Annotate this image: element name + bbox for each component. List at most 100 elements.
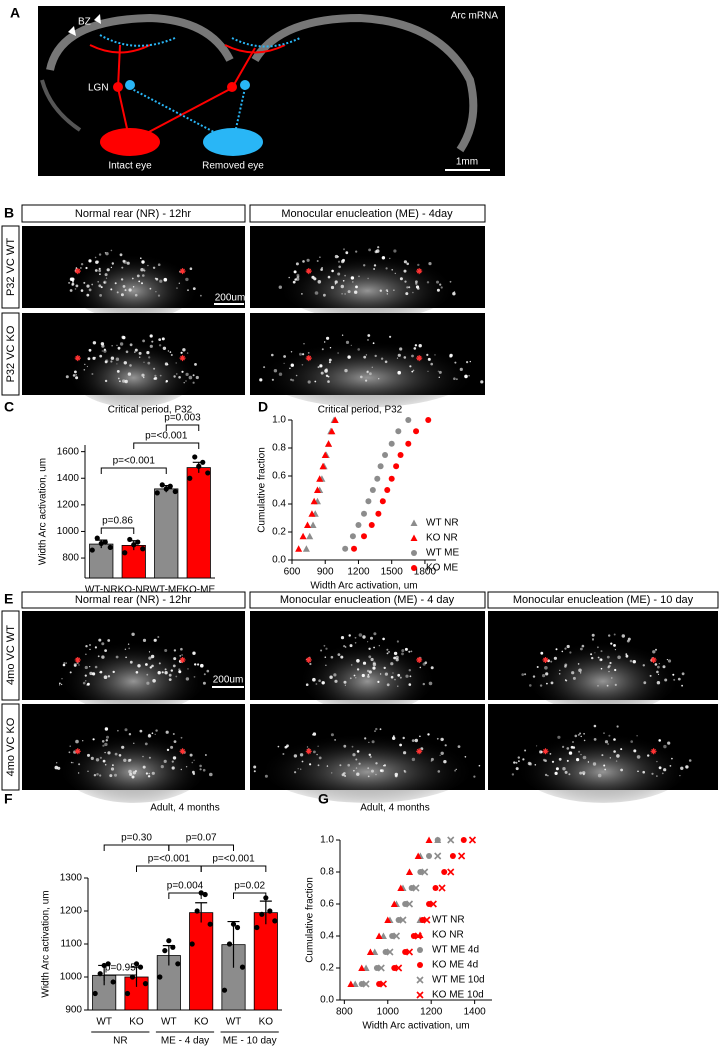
label: Intact eye (108, 161, 152, 172)
projection (224, 44, 286, 54)
cell (555, 648, 558, 651)
cell (309, 763, 312, 766)
cell (373, 268, 375, 270)
cell (393, 656, 396, 660)
cell (302, 260, 305, 263)
cell (194, 663, 197, 666)
cell (580, 735, 582, 738)
cell (116, 370, 120, 373)
cell (164, 671, 168, 675)
y-tick-label: 0.0 (272, 555, 286, 566)
cell (592, 638, 594, 641)
significance-bracket (200, 865, 267, 872)
cell (90, 756, 94, 761)
cell (203, 673, 206, 676)
cell (185, 372, 189, 376)
cell (317, 366, 320, 369)
cell (371, 366, 373, 368)
cell (293, 270, 297, 274)
cell (430, 362, 434, 366)
legend-label: KO ME (426, 563, 459, 574)
cell (302, 353, 305, 356)
data-point (159, 482, 165, 488)
cell (69, 745, 71, 747)
cell (98, 284, 102, 288)
cell (141, 260, 145, 264)
data-point (306, 532, 314, 540)
cell (352, 281, 354, 283)
cell (544, 759, 547, 762)
data-point (92, 990, 98, 997)
cell (517, 756, 520, 759)
signal (278, 246, 457, 321)
row-label: P32 VC WT (5, 238, 17, 296)
cell (101, 655, 105, 659)
cell (394, 772, 398, 777)
row-label: P32 VC KO (5, 325, 17, 382)
signal (298, 633, 437, 714)
cell (656, 760, 658, 763)
cell (547, 775, 549, 777)
cell (396, 640, 399, 643)
panel-a: Arc mRNA BZ LGN Intact eye Removed eye 1… (38, 6, 505, 176)
data-point (137, 964, 144, 970)
cell (316, 260, 319, 262)
cell (569, 651, 572, 654)
legend-marker (416, 991, 424, 999)
cell (161, 671, 164, 674)
cell (317, 764, 320, 767)
data-point (135, 539, 141, 545)
data-point (426, 901, 433, 907)
cell (413, 347, 417, 350)
header-box (21, 204, 246, 223)
cell (325, 374, 329, 377)
cell (292, 280, 296, 284)
cell (120, 278, 124, 281)
cell (73, 664, 77, 667)
cell (382, 637, 385, 641)
y-tick-label: 0.0 (320, 995, 334, 1006)
cell (627, 637, 631, 641)
chart-title: Critical period, P32 (108, 405, 193, 416)
cell (104, 379, 108, 383)
cell (189, 753, 193, 757)
cell (89, 671, 93, 676)
row-box (1, 312, 20, 396)
cell (294, 771, 297, 774)
cell (88, 348, 92, 352)
cell (98, 253, 102, 256)
image-title: Arc mRNA (451, 11, 499, 22)
cell (135, 671, 139, 674)
x-tick-label: WT-NR (85, 585, 118, 596)
data-point (239, 964, 246, 970)
cell (295, 277, 300, 281)
cell (600, 667, 603, 670)
data-point (200, 459, 206, 465)
cell (354, 636, 357, 639)
cell (123, 260, 127, 264)
cell (317, 745, 319, 747)
cell (352, 753, 356, 757)
cell (157, 636, 160, 638)
legend-marker (411, 550, 417, 556)
data-point (379, 498, 386, 505)
cell (658, 739, 661, 742)
cell (128, 647, 131, 650)
cell (604, 740, 609, 744)
cell (566, 747, 570, 750)
marker-asterisk (179, 355, 186, 362)
cell (377, 680, 380, 684)
cell (128, 769, 132, 774)
data-point (361, 510, 367, 517)
cell (380, 769, 384, 773)
cell (339, 764, 342, 767)
significance-bracket (103, 974, 137, 981)
cell (94, 269, 98, 272)
cell (114, 282, 117, 285)
cell (395, 655, 399, 660)
y-tick-label: 1200 (57, 499, 80, 510)
cell (134, 293, 138, 297)
data-point (310, 497, 318, 505)
cell (597, 685, 599, 687)
cell (662, 665, 666, 669)
